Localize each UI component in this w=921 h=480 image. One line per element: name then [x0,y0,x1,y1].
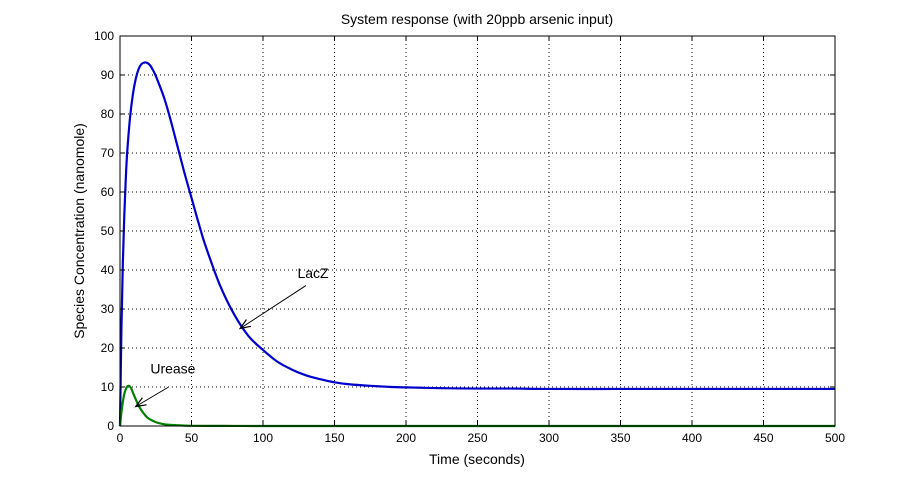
annotation-arrow-line [135,386,169,407]
y-tick-label: 100 [94,29,114,43]
grid [120,36,835,426]
annotation-arrowhead [134,397,147,408]
annotation-arrow-line [239,285,307,329]
x-tick-label: 250 [467,431,487,445]
x-axis-label: Time (seconds) [429,451,525,467]
x-tick-label: 150 [324,431,344,445]
y-tick-label: 20 [101,341,115,355]
x-tick-label: 500 [825,431,845,445]
annotation-arrowhead [238,319,252,330]
y-axis-label: Species Concentration (nanomole) [71,123,87,339]
plot-area [120,36,835,426]
series-line-lacz [118,61,835,427]
annotation-label-urease: Urease [150,360,195,376]
y-tick-label: 0 [107,419,114,433]
y-tick-label: 10 [101,380,115,394]
chart-title: System response (with 20ppb arsenic inpu… [341,11,613,27]
y-tick-label: 40 [101,263,115,277]
y-tick-label: 90 [101,68,115,82]
y-tick-label: 50 [101,224,115,238]
x-tick-label: 100 [253,431,273,445]
x-tick-label: 200 [396,431,416,445]
x-tick-label: 450 [753,431,773,445]
x-tick-label: 400 [682,431,702,445]
annotations: LacZ Urease [134,265,329,408]
x-tick-label: 300 [539,431,559,445]
y-tick-label: 30 [101,302,115,316]
annotation-label-lacz: LacZ [297,265,329,281]
y-tick-label: 60 [101,185,115,199]
axis-ticks: 0 50 100 150 200 250 300 350 400 450 500 0 10 20 30 40 5… [94,29,845,445]
x-tick-label: 0 [117,431,124,445]
x-tick-label: 50 [185,431,199,445]
y-tick-label: 80 [101,107,115,121]
x-tick-label: 350 [610,431,630,445]
y-tick-label: 70 [101,146,115,160]
